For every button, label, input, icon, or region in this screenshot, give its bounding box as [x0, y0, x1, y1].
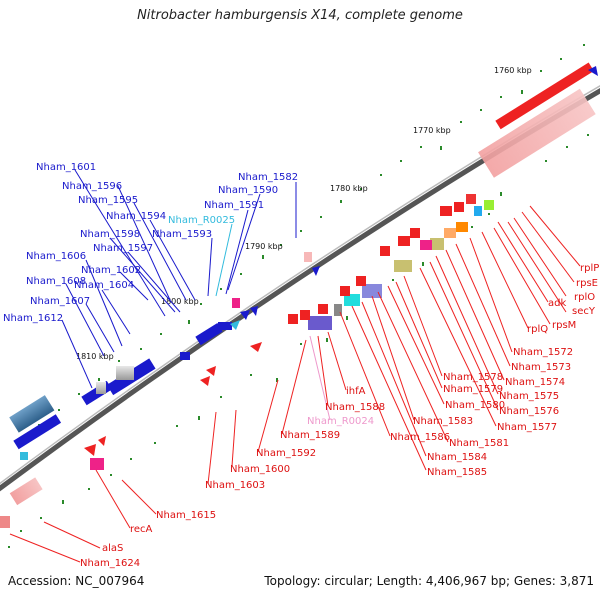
gene-label: Nham_1572 — [513, 347, 573, 358]
gene-label: Nham_1592 — [256, 448, 316, 459]
scale-label: 1770 kbp — [413, 126, 451, 135]
rna-label: Nham_R0024 — [307, 416, 374, 427]
scale-label: 1760 kbp — [494, 66, 532, 75]
gene-label: Nham_1590 — [218, 185, 278, 196]
gene-label: Nham_1589 — [280, 430, 340, 441]
gene-label: Nham_1608 — [26, 276, 86, 287]
scale-labels: 1760 kbp 1770 kbp 1780 kbp 1790 kbp 1800… — [76, 66, 532, 361]
gene-label: Nham_1581 — [449, 438, 509, 449]
reverse-strand-features — [9, 66, 598, 460]
gene-label: Nham_1602 — [81, 265, 141, 276]
gene-label: ihfA — [346, 386, 366, 397]
gene-label: Nham_1584 — [427, 452, 487, 463]
scale-label: 1800 kbp — [161, 297, 199, 306]
gene-label: Nham_1582 — [238, 172, 298, 183]
gene-label: Nham_1588 — [325, 402, 385, 413]
accession-label: Accession: NC_007964 — [8, 574, 145, 588]
gene-label: recA — [130, 524, 153, 535]
gene-label: Nham_1577 — [497, 422, 557, 433]
gene-label: Nham_1585 — [427, 467, 487, 478]
gene-label: Nham_1600 — [230, 464, 290, 475]
gene-label: rplQ — [527, 324, 548, 335]
gene-label: Nham_1606 — [26, 251, 86, 262]
gene-label: Nham_1580 — [445, 400, 505, 411]
gene-label: alaS — [102, 543, 123, 554]
gene-label: Nham_1595 — [78, 195, 138, 206]
gene-label: rplO — [574, 292, 595, 303]
genome-summary: Topology: circular; Length: 4,406,967 bp… — [264, 574, 594, 588]
gene-label: rplP — [580, 263, 599, 274]
gene-label: Nham_1624 — [80, 558, 140, 569]
forward-gene-labels: rplP rpsE rplO adk secY rplQ rpsM Nham_1… — [307, 263, 599, 478]
gene-label: Nham_1615 — [156, 510, 216, 521]
gene-label: rpsE — [576, 278, 598, 289]
gene-label: Nham_1591 — [204, 200, 264, 211]
gene-label: Nham_1579 — [443, 384, 503, 395]
gene-label: Nham_1593 — [152, 229, 212, 240]
gene-label: Nham_1607 — [30, 296, 90, 307]
gene-label: Nham_1594 — [106, 211, 166, 222]
gene-label: Nham_1598 — [80, 229, 140, 240]
gene-label: Nham_1576 — [499, 406, 559, 417]
forward-gene-labels-lower: Nham_1589 Nham_1592 Nham_1600 Nham_1603 … — [80, 430, 340, 569]
gene-label: Nham_1575 — [499, 391, 559, 402]
scale-label: 1790 kbp — [245, 242, 283, 251]
gene-label: Nham_1603 — [205, 480, 265, 491]
label-leaders — [9, 169, 581, 563]
gene-label: rpsM — [552, 320, 576, 331]
gene-label: Nham_1596 — [62, 181, 122, 192]
gene-label: adk — [548, 298, 566, 309]
rna-label: Nham_R0025 — [168, 215, 235, 226]
forward-strand-features — [0, 62, 596, 528]
gene-label: Nham_1578 — [443, 372, 503, 383]
gene-label: Nham_1604 — [74, 280, 134, 291]
gene-label: Nham_1583 — [413, 416, 473, 427]
gene-label: Nham_1601 — [36, 162, 96, 173]
gene-label: Nham_1573 — [511, 362, 571, 373]
gene-label: Nham_1586 — [390, 432, 450, 443]
gene-label: Nham_1597 — [93, 243, 153, 254]
scale-label: 1780 kbp — [330, 184, 368, 193]
gene-label: Nham_1574 — [505, 377, 565, 388]
reverse-gene-labels: Nham_1601 Nham_1596 Nham_1595 Nham_1594 … — [3, 162, 298, 324]
gene-label: secY — [572, 306, 596, 317]
gene-label: Nham_1612 — [3, 313, 63, 324]
map-title: Nitrobacter hamburgensis X14, complete g… — [137, 8, 463, 23]
scale-label: 1810 kbp — [76, 352, 114, 361]
